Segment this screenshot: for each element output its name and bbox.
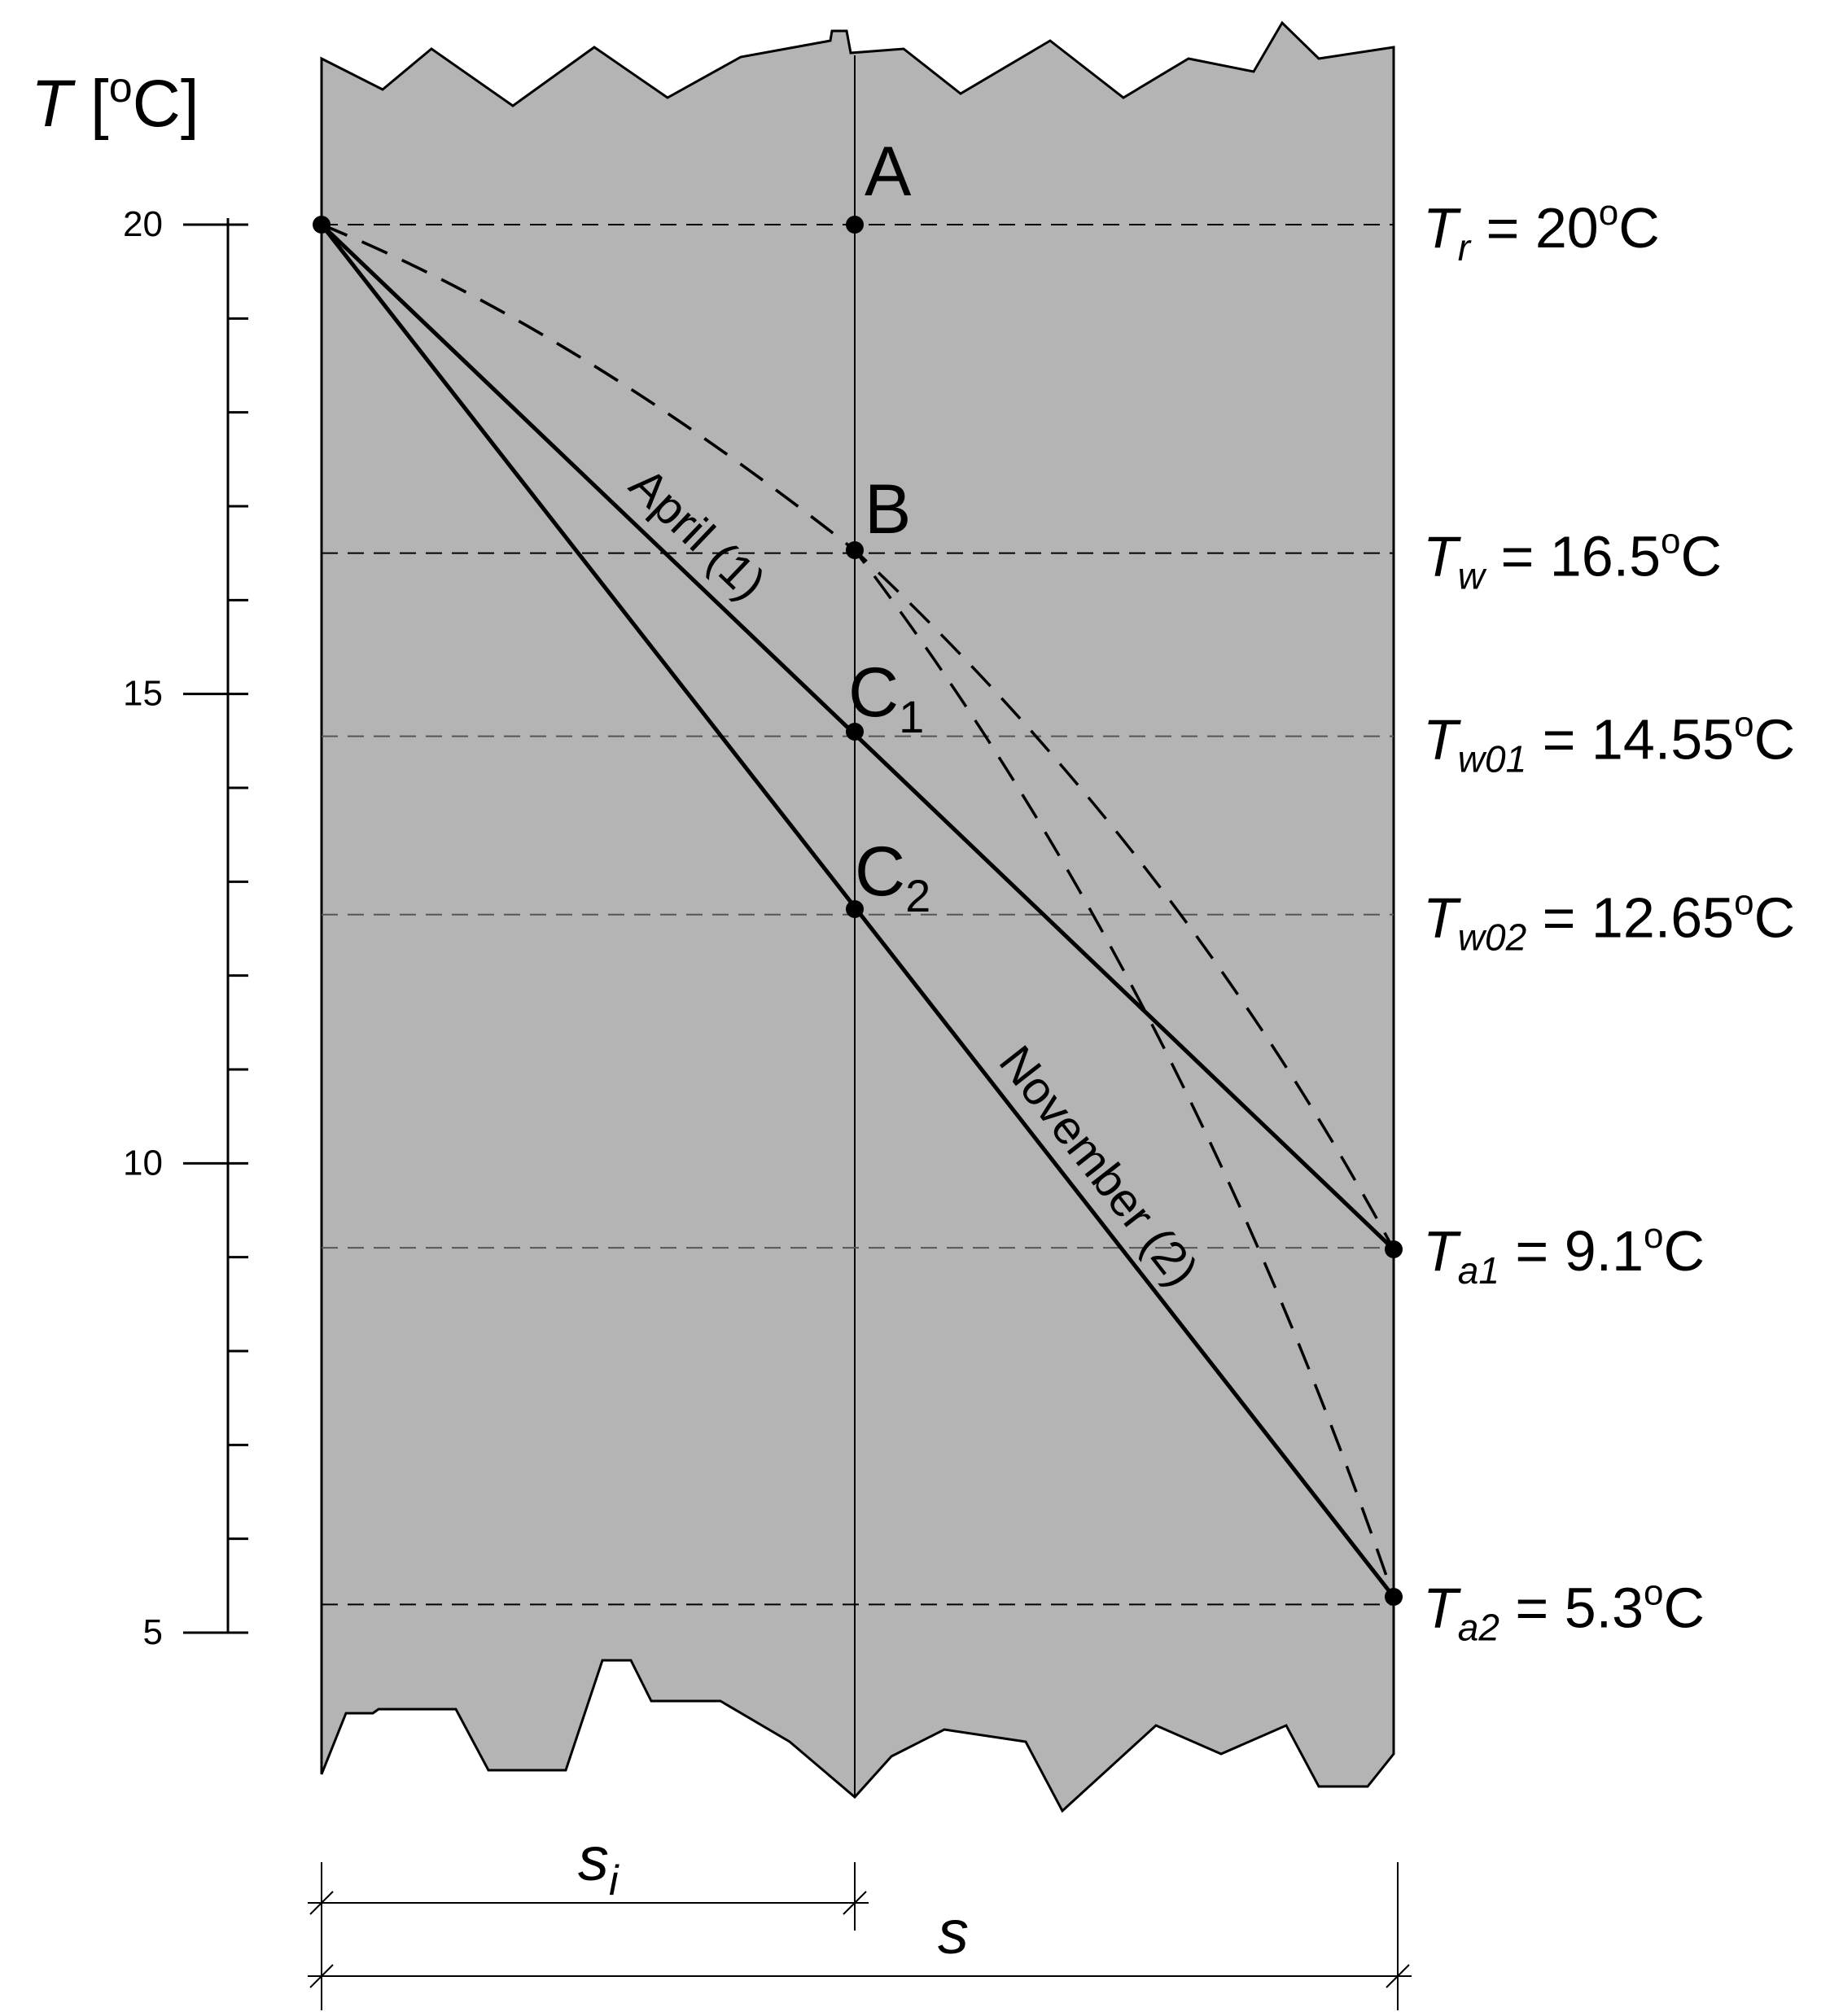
dimension-lines: si s (308, 1825, 1412, 2010)
origin-point (313, 216, 331, 234)
tick-label: 15 (123, 674, 163, 714)
tick-label: 10 (123, 1143, 163, 1183)
level-label-tw01: Tw01 = 14.55oC (1423, 705, 1795, 781)
point-a (846, 216, 864, 234)
label-b: B (865, 470, 911, 549)
point-c2 (846, 900, 864, 918)
point-c1 (846, 723, 864, 741)
point-b (846, 541, 864, 559)
dim-s-tick-right (1386, 1964, 1410, 1988)
dim-s-label: s (938, 1898, 969, 1967)
level-label-ta2: Ta2 = 5.3oC (1423, 1572, 1705, 1648)
level-label-tw02: Tw02 = 12.65oC (1423, 883, 1795, 959)
dim-si-tick-left (309, 1891, 334, 1915)
tick-label: 5 (143, 1612, 163, 1652)
dim-si-tick-right (843, 1891, 867, 1915)
point-ta2 (1385, 1588, 1403, 1606)
label-c1: C1 (848, 654, 924, 742)
tick-label: 20 (123, 204, 163, 244)
dim-si-label: si (578, 1825, 619, 1904)
axis-title: T [oC] (31, 64, 199, 141)
label-c2: C2 (855, 833, 930, 921)
dim-s-tick-left (309, 1964, 334, 1988)
temperature-axis: 20 15 10 5 T [oC] (31, 64, 248, 1652)
level-label-tr: Tr = 20oC (1423, 193, 1660, 269)
level-label-tw: Tw = 16.5oC (1423, 522, 1722, 597)
november-curve-dashed (321, 223, 1395, 1598)
level-label-ta1: Ta1 = 9.1oC (1423, 1216, 1705, 1292)
label-a: A (865, 133, 912, 211)
point-ta1 (1385, 1240, 1403, 1258)
